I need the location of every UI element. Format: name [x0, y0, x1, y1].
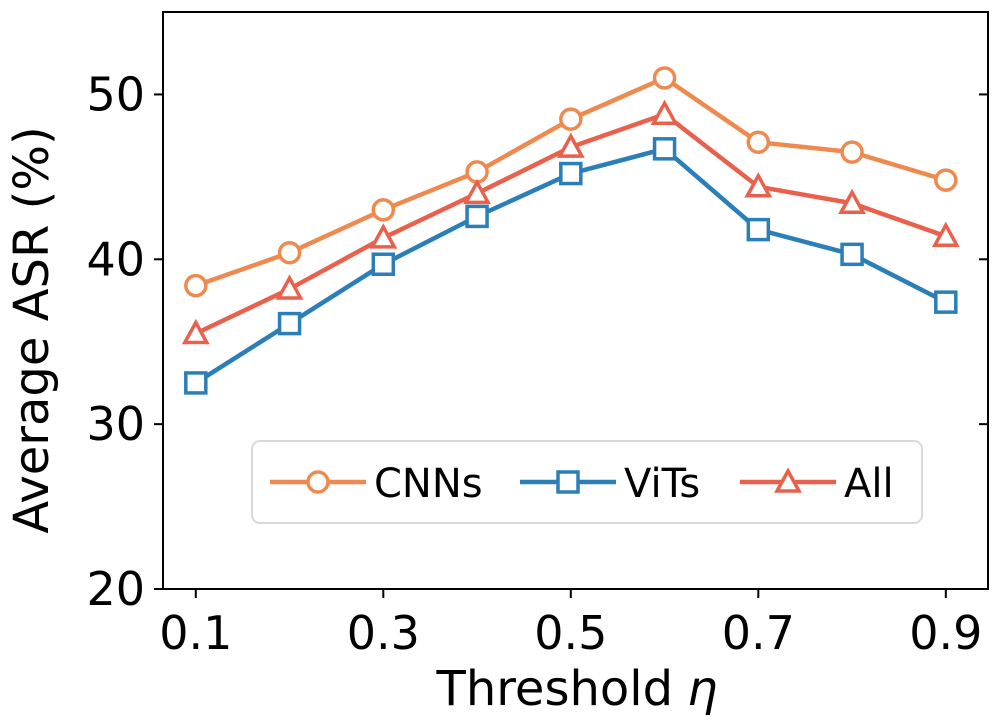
legend-marker-cnns — [306, 470, 330, 494]
data-point-all-5 — [650, 99, 679, 125]
x-tick-label: 0.7 — [722, 606, 795, 660]
x-tick-label: 0.3 — [347, 606, 420, 660]
data-point-cnns-5 — [652, 66, 677, 90]
data-point-all-2 — [369, 223, 398, 249]
data-point-vits-5 — [652, 137, 677, 161]
legend-marker-vits — [556, 470, 580, 494]
data-point-cnns-8 — [934, 168, 958, 192]
y-tick-label: 20 — [86, 562, 145, 616]
series-all — [181, 99, 960, 345]
data-point-vits-3 — [465, 204, 489, 229]
y-tick-label: 40 — [86, 232, 145, 286]
data-point-vits-4 — [559, 161, 583, 186]
data-point-cnns-4 — [559, 107, 583, 131]
legend-marker-all — [774, 467, 802, 493]
x-axis-label-text: Threshold — [436, 661, 674, 717]
data-point-all-1 — [275, 274, 304, 300]
data-point-vits-2 — [371, 252, 396, 276]
data-point-cnns-6 — [746, 130, 771, 154]
legend-item-all: All — [740, 461, 894, 507]
data-point-vits-0 — [184, 371, 208, 395]
data-point-all-7 — [838, 188, 867, 214]
series-cnns — [184, 66, 958, 298]
y-tick-label: 50 — [86, 67, 145, 121]
data-point-vits-7 — [840, 242, 864, 267]
y-tick-label: 30 — [86, 397, 145, 451]
plot-frame — [162, 11, 989, 590]
legend-label-cnns: CNNs — [374, 461, 483, 507]
data-point-all-3 — [463, 178, 492, 205]
plot-area — [162, 11, 989, 590]
series-layer — [181, 66, 960, 395]
x-axis-label: Threshold η — [436, 661, 718, 717]
y-axis-label: Average ASR (%) — [4, 126, 60, 533]
legend-label-all: All — [844, 461, 894, 507]
data-point-cnns-0 — [184, 273, 208, 298]
legend-item-vits: ViTs — [520, 461, 700, 507]
data-point-cnns-7 — [840, 140, 864, 164]
axes: 0.1 0.3 0.5 0.7 0.9 20 30 40 50 — [86, 67, 988, 660]
data-point-cnns-2 — [371, 198, 396, 222]
legend: CNNs ViTs All — [251, 440, 923, 524]
data-point-vits-8 — [934, 290, 958, 314]
data-point-vits-6 — [746, 217, 771, 242]
legend-label-vits: ViTs — [624, 461, 700, 507]
series-vits — [184, 137, 958, 395]
data-point-all-6 — [744, 172, 773, 198]
data-point-vits-1 — [277, 311, 302, 336]
x-tick-label: 0.9 — [909, 606, 982, 660]
data-point-cnns-1 — [277, 240, 302, 265]
data-point-all-4 — [556, 132, 585, 158]
x-axis-label-symbol: η — [687, 661, 717, 717]
data-point-all-8 — [931, 221, 960, 247]
legend-item-cnns: CNNs — [270, 461, 483, 507]
x-tick-label: 0.5 — [534, 606, 607, 660]
data-point-all-0 — [181, 318, 210, 345]
x-tick-label: 0.1 — [159, 606, 232, 660]
